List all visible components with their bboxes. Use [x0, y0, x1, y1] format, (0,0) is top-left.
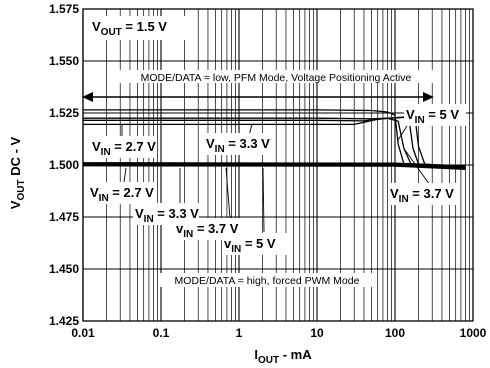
- series-pwm-vin-3.3: [82, 163, 466, 168]
- leader-pwm-2.7: [123, 167, 127, 183]
- mode-low-note: MODE/DATA = low, PFM Mode, Voltage Posit…: [141, 72, 412, 84]
- y-tick-label: 1.525: [49, 106, 79, 120]
- leader-pwm-3.7: [225, 167, 231, 219]
- mode-high-note-bg: [160, 273, 374, 287]
- series-lines: [82, 109, 466, 170]
- x-tick-label: 0.1: [153, 326, 170, 340]
- x-tick-label: 1000: [460, 326, 487, 340]
- vin-label-pwm-5: vIN = 5 V: [224, 236, 276, 255]
- vin-label-pfm-3.7: VIN = 3.7 V: [390, 186, 454, 205]
- series-pfm-vin-5: [83, 115, 466, 169]
- x-tick-label: 1: [236, 326, 243, 340]
- y-axis-label: VOUT DC - V: [8, 136, 27, 209]
- x-tick-label: 0.01: [71, 326, 95, 340]
- vin-label-pwm-3.7: vIN = 3.7 V: [176, 221, 239, 240]
- y-tick-labels: 1.425 1.450 1.475 1.500 1.525 1.550 1.575: [49, 2, 79, 328]
- vin-label-pfm-5: VIN = 5 V: [406, 107, 459, 126]
- y-tick-label: 1.500: [49, 158, 79, 172]
- y-tick-label: 1.425: [49, 314, 79, 328]
- series-pfm-vin-3.3: [83, 117, 466, 169]
- vin-label-pwm-3.3: VIN = 3.3 V: [135, 206, 199, 225]
- y-tick-label: 1.450: [49, 262, 79, 276]
- vin-label-pwm-2.7: VIN = 2.7 V: [90, 185, 154, 204]
- leader-pwm-5: [262, 167, 265, 233]
- y-tick-label: 1.475: [49, 210, 79, 224]
- vin-labels: VIN = 2.7 V VIN = 3.3 V VIN = 5 V VIN = …: [88, 104, 466, 255]
- x-tick-label: 100: [385, 326, 405, 340]
- load-range-arrow: [82, 92, 434, 102]
- x-axis-label: IOUT - mA: [254, 347, 312, 366]
- series-pwm-vin-5: [82, 164, 466, 170]
- vin-label-pfm-2.7: VIN = 2.7 V: [92, 139, 156, 158]
- x-tick-label: 10: [310, 326, 324, 340]
- mode-high-note: MODE/DATA = high, forced PWM Mode: [175, 275, 360, 287]
- vout-annotation-bg: [90, 16, 186, 40]
- y-tick-label: 1.575: [49, 2, 79, 16]
- y-tick-label: 1.550: [49, 54, 79, 68]
- vout-annotation: VOUT = 1.5 V: [92, 19, 167, 38]
- series-pwm-vin-2.7: [82, 162, 466, 167]
- vin-label-pfm-3.3: VIN = 3.3 V: [206, 136, 270, 155]
- leader-pfm-3.7: [404, 149, 433, 189]
- mode-low-note-bg: [118, 70, 434, 83]
- x-tick-labels: 0.01 0.1 1 10 100 1000: [71, 326, 486, 340]
- series-pfm-vin-2.7: [83, 109, 466, 169]
